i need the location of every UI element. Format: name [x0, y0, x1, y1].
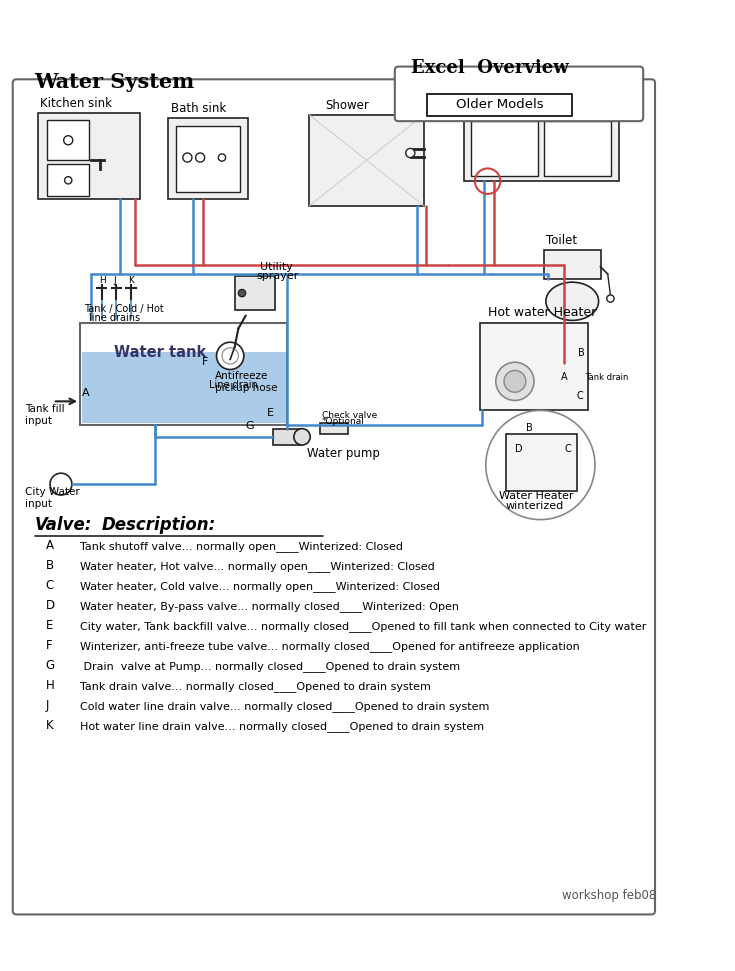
Text: Valve:: Valve: [35, 517, 92, 534]
Text: Hot water Heater: Hot water Heater [487, 307, 596, 319]
Text: A: A [46, 539, 54, 552]
Text: C: C [46, 580, 54, 592]
Text: Tank shutoff valve... normally open____Winterized: Closed: Tank shutoff valve... normally open____W… [80, 542, 403, 552]
Text: A: A [562, 372, 568, 382]
FancyBboxPatch shape [82, 352, 286, 423]
Text: Water tank: Water tank [114, 345, 206, 359]
Text: Cold water line drain valve... normally closed____Opened to drain system: Cold water line drain valve... normally … [80, 702, 490, 713]
Text: E: E [46, 619, 53, 632]
Text: E: E [267, 408, 273, 418]
Circle shape [486, 411, 595, 519]
Text: H: H [99, 276, 106, 285]
FancyBboxPatch shape [38, 113, 140, 199]
Circle shape [65, 177, 72, 184]
Circle shape [222, 348, 238, 364]
FancyBboxPatch shape [47, 164, 89, 196]
Text: Washer/Dryer: Washer/Dryer [467, 99, 549, 112]
Circle shape [196, 153, 204, 162]
Text: Water heater, By-pass valve... normally closed____Winterized: Open: Water heater, By-pass valve... normally … [80, 601, 459, 613]
Text: Tank drain: Tank drain [585, 373, 628, 382]
Text: sprayer: sprayer [257, 271, 299, 282]
Text: Tank / Cold / Hot: Tank / Cold / Hot [84, 304, 163, 314]
Circle shape [217, 342, 244, 370]
Circle shape [64, 136, 73, 145]
Text: workshop feb08: workshop feb08 [562, 888, 656, 902]
Text: *Optional: *Optional [322, 417, 365, 426]
Text: J: J [46, 699, 49, 713]
Text: Winterizer, anti-freeze tube valve... normally closed____Opened for antifreeze a: Winterizer, anti-freeze tube valve... no… [80, 642, 580, 653]
Text: Antifreeze
pickup hose: Antifreeze pickup hose [215, 371, 277, 393]
FancyBboxPatch shape [47, 120, 89, 160]
FancyBboxPatch shape [471, 121, 537, 176]
Circle shape [50, 473, 72, 495]
Text: Water heater, Cold valve... normally open____Winterized: Closed: Water heater, Cold valve... normally ope… [80, 582, 440, 592]
Ellipse shape [294, 428, 310, 445]
FancyBboxPatch shape [168, 117, 248, 199]
FancyBboxPatch shape [80, 323, 287, 425]
Text: F: F [46, 640, 52, 653]
Text: Water heater, Hot valve... normally open____Winterized: Closed: Water heater, Hot valve... normally open… [80, 561, 435, 572]
Text: winterized: winterized [506, 500, 564, 511]
FancyBboxPatch shape [464, 115, 619, 182]
Circle shape [496, 362, 534, 400]
Text: Tank drain valve... normally closed____Opened to drain system: Tank drain valve... normally closed____O… [80, 682, 431, 692]
Text: G: G [245, 420, 254, 431]
Text: A: A [82, 387, 90, 398]
Text: Water pump: Water pump [307, 447, 381, 460]
Text: B: B [526, 423, 533, 433]
Text: G: G [46, 659, 54, 673]
Text: B: B [578, 348, 584, 358]
Text: Line drain: Line drain [209, 381, 258, 390]
FancyBboxPatch shape [273, 428, 302, 445]
Text: H: H [46, 680, 54, 692]
Text: Water Heater: Water Heater [498, 491, 573, 501]
Text: Bath sink: Bath sink [171, 102, 226, 115]
Text: K: K [46, 720, 53, 732]
Text: J: J [114, 276, 116, 285]
Text: Utility: Utility [260, 262, 293, 272]
Circle shape [406, 149, 415, 157]
Text: Kitchen sink: Kitchen sink [40, 97, 112, 111]
Text: Toilet: Toilet [546, 234, 577, 247]
FancyBboxPatch shape [506, 434, 577, 491]
Text: K: K [129, 276, 135, 285]
FancyBboxPatch shape [481, 323, 588, 411]
Circle shape [218, 153, 226, 161]
FancyBboxPatch shape [395, 67, 643, 121]
Text: D: D [515, 445, 523, 454]
Text: Hot water line drain valve... normally closed____Opened to drain system: Hot water line drain valve... normally c… [80, 721, 484, 732]
Circle shape [607, 295, 614, 302]
Circle shape [504, 370, 526, 392]
FancyBboxPatch shape [544, 251, 601, 280]
Text: City Water
input: City Water input [26, 487, 80, 509]
Text: C: C [577, 390, 584, 401]
Circle shape [238, 289, 245, 297]
Text: Excel  Overview: Excel Overview [411, 59, 569, 78]
FancyBboxPatch shape [320, 423, 348, 434]
Text: Water System: Water System [35, 72, 195, 92]
FancyBboxPatch shape [176, 125, 240, 192]
Text: Drain  valve at Pump... normally closed____Opened to drain system: Drain valve at Pump... normally closed__… [80, 661, 460, 673]
Text: F: F [202, 357, 208, 367]
Text: Description:: Description: [102, 517, 216, 534]
Text: City water, Tank backfill valve... normally closed____Opened to fill tank when c: City water, Tank backfill valve... norma… [80, 621, 646, 632]
FancyBboxPatch shape [234, 276, 275, 311]
Text: Shower: Shower [326, 99, 370, 112]
Text: Check valve: Check valve [322, 411, 377, 419]
Text: line drains: line drains [89, 313, 140, 323]
Circle shape [183, 153, 192, 162]
FancyBboxPatch shape [309, 115, 424, 206]
Ellipse shape [546, 283, 598, 320]
Text: Older Models: Older Models [456, 98, 543, 112]
Text: B: B [46, 559, 54, 572]
FancyBboxPatch shape [12, 80, 655, 915]
Text: D: D [46, 599, 54, 613]
Text: C: C [565, 445, 572, 454]
Text: Tank fill
input: Tank fill input [26, 404, 65, 426]
FancyBboxPatch shape [426, 94, 573, 116]
FancyBboxPatch shape [544, 121, 612, 176]
